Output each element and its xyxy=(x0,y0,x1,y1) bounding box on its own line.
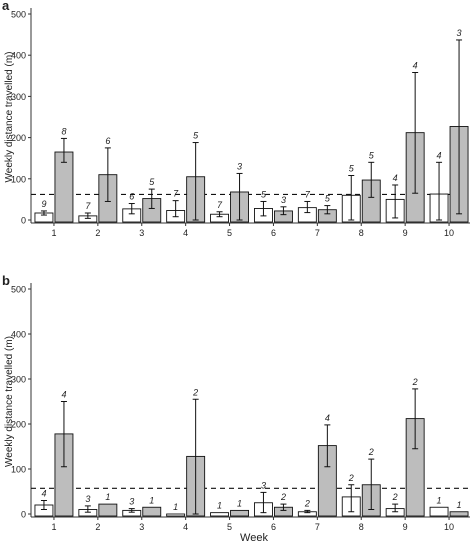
x-axis-label: Week xyxy=(240,532,268,544)
x-tick-label: 4 xyxy=(183,522,188,532)
sample-size-label: 2 xyxy=(368,447,374,457)
panel-label: b xyxy=(2,273,10,288)
y-tick-label: 500 xyxy=(11,285,26,295)
sample-size-label: 3 xyxy=(237,161,242,171)
sample-size-label: 1 xyxy=(457,500,462,510)
sample-size-label: 1 xyxy=(237,498,242,508)
y-tick-label: 400 xyxy=(11,51,26,61)
x-tick-label: 3 xyxy=(139,228,144,238)
x-tick-label: 10 xyxy=(444,522,454,532)
sample-size-label: 4 xyxy=(61,390,66,400)
sample-size-label: 2 xyxy=(280,492,286,502)
sample-size-label: 7 xyxy=(85,201,91,211)
sample-size-label: 7 xyxy=(173,189,179,199)
sample-size-label: 5 xyxy=(369,150,375,160)
y-tick-label: 0 xyxy=(21,216,26,226)
y-tick-label: 200 xyxy=(11,420,26,430)
x-tick-label: 6 xyxy=(271,228,276,238)
sample-size-label: 2 xyxy=(304,498,310,508)
sample-size-label: 2 xyxy=(392,492,398,502)
sample-size-label: 5 xyxy=(193,131,199,141)
sample-size-label: 1 xyxy=(149,495,154,505)
sample-size-label: 5 xyxy=(261,189,267,199)
sample-size-label: 4 xyxy=(437,150,442,160)
x-tick-label: 8 xyxy=(359,522,364,532)
y-tick-label: 100 xyxy=(11,174,26,184)
sample-size-label: 9 xyxy=(41,199,46,209)
x-tick-label: 9 xyxy=(403,522,408,532)
y-tick-label: 100 xyxy=(11,465,26,475)
sample-size-label: 8 xyxy=(61,126,66,136)
bar xyxy=(98,503,118,517)
sample-size-label: 2 xyxy=(192,387,198,397)
sample-size-label: 5 xyxy=(325,194,331,204)
sample-size-label: 1 xyxy=(105,492,110,502)
bar xyxy=(166,513,186,517)
bar xyxy=(230,509,250,517)
x-tick-label: 7 xyxy=(315,228,320,238)
y-tick-label: 200 xyxy=(11,133,26,143)
y-tick-label: 300 xyxy=(11,92,26,102)
x-tick-label: 2 xyxy=(95,522,100,532)
sample-size-label: 2 xyxy=(348,473,354,483)
sample-size-label: 3 xyxy=(129,497,134,507)
x-tick-label: 2 xyxy=(95,228,100,238)
x-tick-label: 5 xyxy=(227,228,232,238)
x-tick-label: 1 xyxy=(51,228,56,238)
sample-size-label: 5 xyxy=(149,177,155,187)
y-tick-label: 0 xyxy=(21,510,26,520)
sample-size-label: 1 xyxy=(217,501,222,511)
sample-size-label: 4 xyxy=(325,413,330,423)
x-tick-label: 10 xyxy=(444,228,454,238)
sample-size-label: 5 xyxy=(349,164,355,174)
bar xyxy=(210,512,230,517)
sample-size-label: 1 xyxy=(437,495,442,505)
x-tick-label: 6 xyxy=(271,522,276,532)
sample-size-label: 7 xyxy=(305,189,311,199)
sample-size-label: 3 xyxy=(281,195,286,205)
x-tick-label: 1 xyxy=(51,522,56,532)
sample-size-label: 6 xyxy=(105,136,110,146)
bar xyxy=(449,511,469,517)
x-tick-label: 5 xyxy=(227,522,232,532)
panel-label: a xyxy=(2,0,10,13)
x-tick-label: 3 xyxy=(139,522,144,532)
y-tick-label: 300 xyxy=(11,375,26,385)
bar xyxy=(142,506,162,517)
sample-size-label: 2 xyxy=(412,377,418,387)
x-tick-label: 7 xyxy=(315,522,320,532)
x-tick-label: 9 xyxy=(403,228,408,238)
sample-size-label: 7 xyxy=(217,200,223,210)
sample-size-label: 6 xyxy=(129,192,134,202)
y-tick-label: 500 xyxy=(11,10,26,20)
sample-size-label: 4 xyxy=(393,173,398,183)
sample-size-label: 1 xyxy=(173,502,178,512)
y-tick-label: 400 xyxy=(11,330,26,340)
sample-size-label: 3 xyxy=(261,480,266,490)
bar xyxy=(429,506,449,517)
sample-size-label: 4 xyxy=(413,61,418,71)
sample-size-label: 4 xyxy=(41,489,46,499)
x-tick-label: 4 xyxy=(183,228,188,238)
y-axis-label: Weekly distance travelled (m) xyxy=(4,336,15,467)
sample-size-label: 3 xyxy=(457,28,462,38)
x-tick-label: 8 xyxy=(359,228,364,238)
sample-size-label: 3 xyxy=(85,494,90,504)
y-axis-label: Weekly distance travelled (m) xyxy=(4,52,15,183)
